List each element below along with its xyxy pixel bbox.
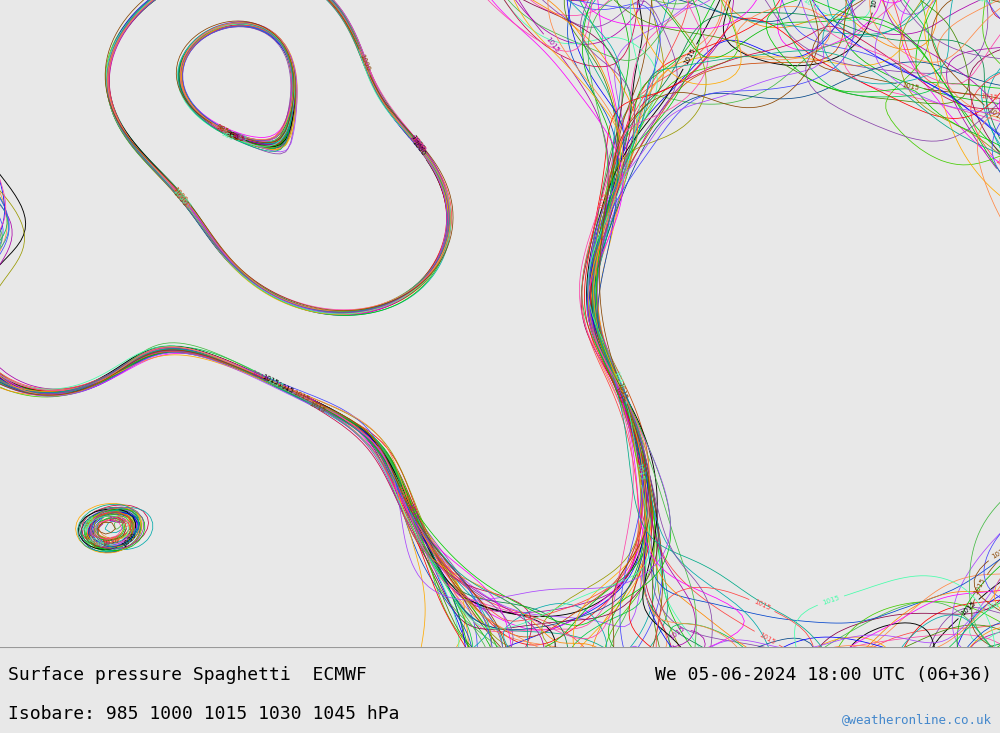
Text: 1015: 1015: [266, 377, 284, 390]
Text: 1015: 1015: [613, 386, 626, 404]
Text: 1015: 1015: [975, 0, 994, 5]
Text: 1015: 1015: [742, 684, 761, 691]
Text: 1015: 1015: [901, 82, 920, 91]
Text: 1015: 1015: [753, 599, 771, 612]
Text: 985: 985: [230, 132, 245, 142]
Text: 1015: 1015: [960, 652, 970, 671]
Text: 1015: 1015: [994, 158, 1000, 174]
Text: @weatheronline.co.uk: @weatheronline.co.uk: [842, 713, 992, 726]
Text: 1015: 1015: [612, 369, 625, 388]
Text: 1030: 1030: [102, 536, 120, 545]
Text: 1015: 1015: [991, 545, 1000, 560]
Text: 1015: 1015: [401, 493, 414, 512]
Text: 1000: 1000: [358, 53, 371, 72]
Text: 1030: 1030: [107, 516, 126, 525]
Text: 1000: 1000: [410, 139, 426, 157]
Text: 1015: 1015: [740, 665, 758, 680]
Text: 1015: 1015: [463, 663, 479, 681]
Text: 1015: 1015: [960, 600, 977, 617]
Text: 1030: 1030: [113, 512, 130, 529]
Text: 1000: 1000: [176, 192, 192, 210]
Text: 1030: 1030: [102, 537, 120, 547]
Text: 1015: 1015: [597, 191, 608, 210]
Text: 1015: 1015: [683, 48, 697, 66]
Text: 1015: 1015: [545, 36, 560, 54]
Text: 1015: 1015: [260, 373, 279, 386]
Text: 1015: 1015: [973, 577, 987, 596]
Text: 1015: 1015: [986, 106, 1000, 122]
Text: 1015: 1015: [997, 171, 1000, 188]
Text: 1015: 1015: [980, 93, 998, 101]
Text: 1015: 1015: [758, 631, 776, 645]
Text: 985: 985: [233, 132, 248, 142]
Text: 1015: 1015: [668, 625, 686, 641]
Text: 1015: 1015: [835, 652, 848, 671]
Text: 1000: 1000: [172, 186, 188, 204]
Text: 1015: 1015: [684, 665, 702, 681]
Text: 985: 985: [220, 130, 235, 141]
Text: 1015: 1015: [801, 0, 819, 12]
Text: 985: 985: [225, 130, 240, 141]
Text: 985: 985: [215, 123, 229, 135]
Text: Isobare: 985 1000 1015 1030 1045 hPa: Isobare: 985 1000 1015 1030 1045 hPa: [8, 704, 400, 723]
Text: 985: 985: [233, 132, 247, 142]
Text: 1030: 1030: [81, 533, 98, 550]
Text: 1015: 1015: [292, 389, 311, 402]
Text: 1015: 1015: [635, 462, 644, 481]
Text: 1015: 1015: [395, 484, 409, 502]
Text: 1030: 1030: [120, 531, 137, 549]
Text: 985: 985: [225, 131, 240, 142]
Text: 1015: 1015: [250, 370, 268, 383]
Text: 1030: 1030: [86, 536, 104, 549]
Text: Surface pressure Spaghetti  ECMWF: Surface pressure Spaghetti ECMWF: [8, 666, 367, 684]
Text: 1015: 1015: [617, 381, 628, 400]
Text: 1015: 1015: [308, 400, 327, 413]
Text: 1015: 1015: [985, 601, 1000, 611]
Text: 1000: 1000: [410, 136, 426, 153]
Text: 985: 985: [225, 129, 240, 141]
Text: 1015: 1015: [821, 594, 840, 606]
Text: 1000: 1000: [172, 190, 188, 207]
Text: 985: 985: [231, 131, 245, 142]
Text: 1015: 1015: [407, 501, 419, 520]
Text: 1015: 1015: [871, 0, 879, 8]
Text: 1015: 1015: [997, 0, 1000, 2]
Text: 1000: 1000: [410, 134, 426, 152]
Text: 985: 985: [230, 132, 245, 142]
Text: 1015: 1015: [887, 664, 904, 681]
Text: 1030: 1030: [81, 514, 95, 532]
Text: 1000: 1000: [407, 134, 423, 152]
Text: 1015: 1015: [276, 382, 295, 394]
Text: 985: 985: [215, 124, 229, 135]
Text: We 05-06-2024 18:00 UTC (06+36): We 05-06-2024 18:00 UTC (06+36): [655, 666, 992, 684]
Text: 1000: 1000: [410, 136, 426, 153]
Text: 1000: 1000: [174, 192, 190, 210]
Text: 1000: 1000: [172, 188, 188, 206]
